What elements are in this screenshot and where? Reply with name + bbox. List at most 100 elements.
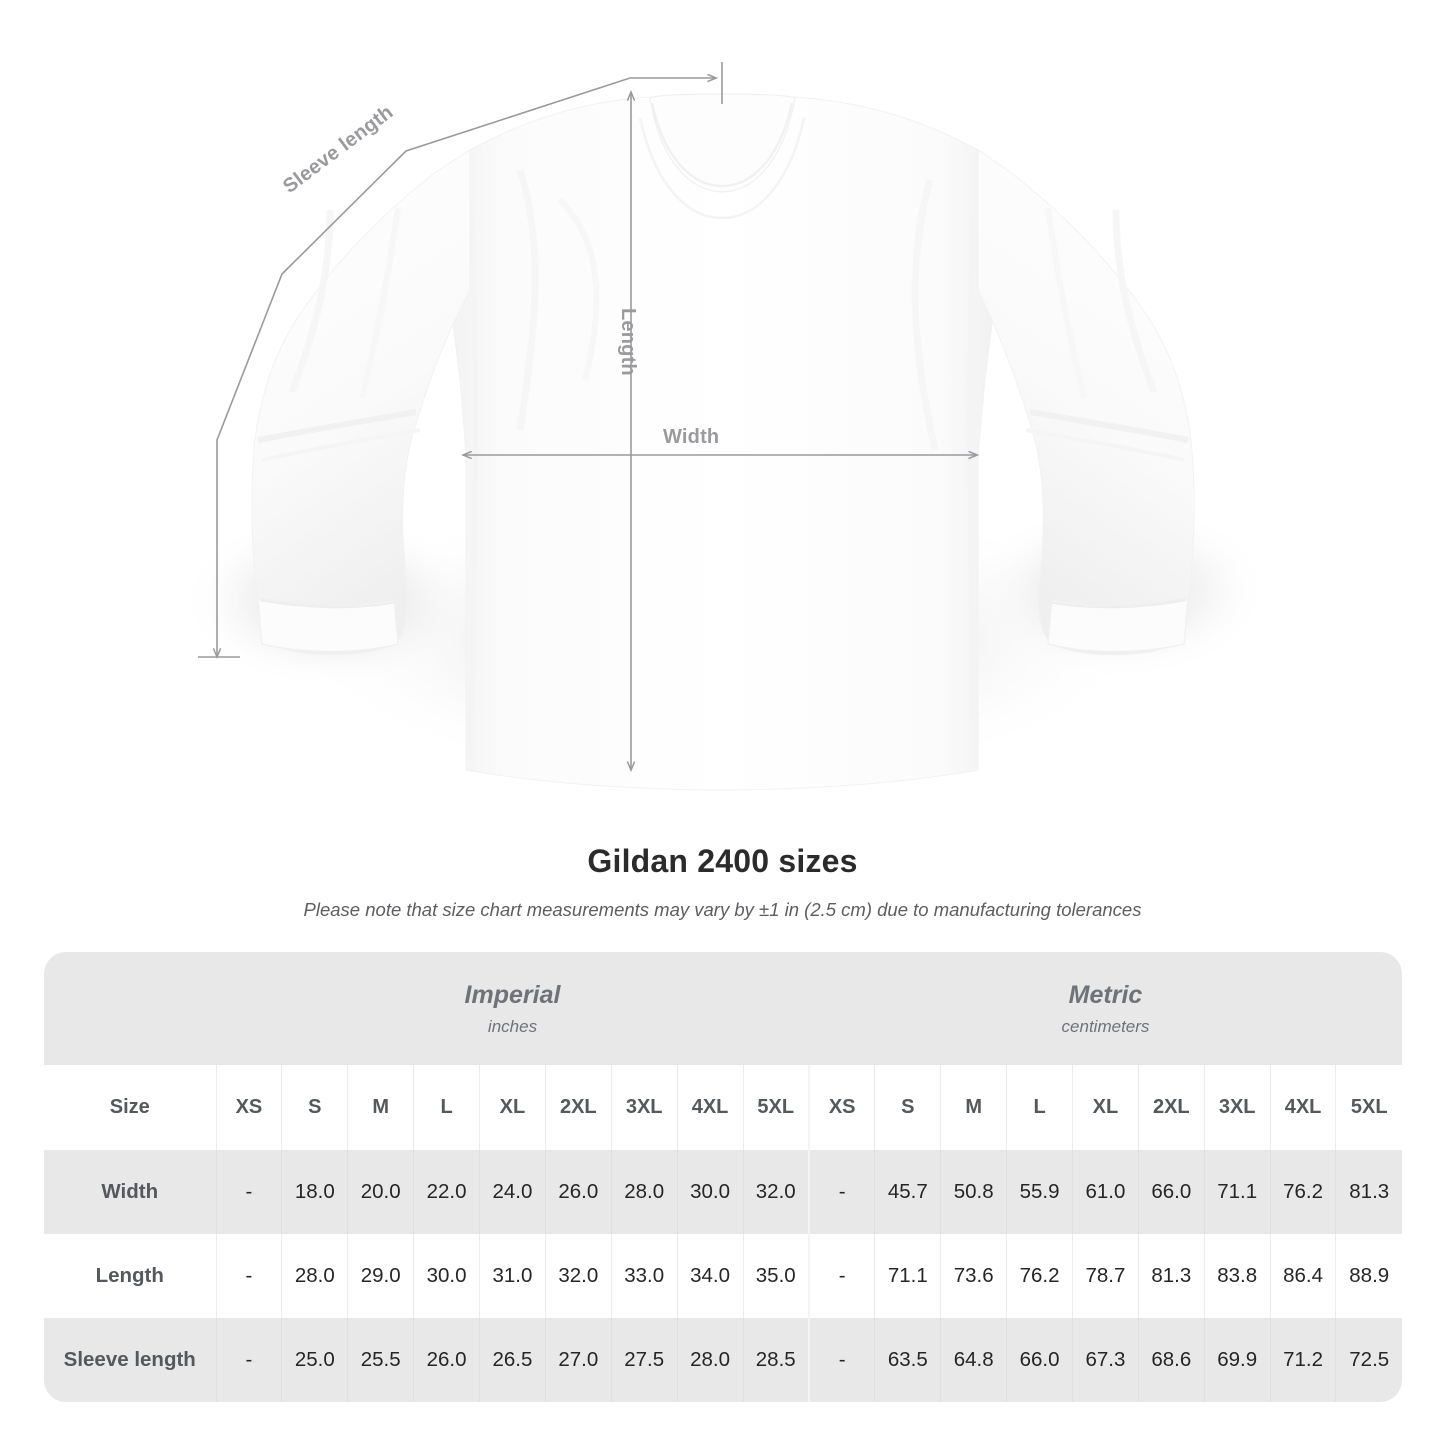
cell-sleeve-length-imperial-4xl: 28.0 — [677, 1318, 744, 1402]
cell-length-metric-m: 73.6 — [940, 1234, 1008, 1318]
size-chart-table-container: Imperial inches Metric centimeters Size XS S M L… — [44, 952, 1402, 1402]
cell-width-metric-l: 55.9 — [1006, 1150, 1073, 1234]
size-header-imperial-2xl: 2XL — [545, 1065, 612, 1150]
size-header-row: Size XS S M L XL 2XL 3XL 4XL 5XL XS S M L XL 2XL 3XL 4XL 5… — [44, 1065, 1402, 1150]
size-header-imperial-4xl: 4XL — [677, 1065, 744, 1150]
table-row: Length -28.0 29.0 30.0 31.0 32.0 33.0 34.0 35.0-… — [44, 1234, 1402, 1318]
length-measurement-label: Length — [617, 308, 639, 376]
page-title: Gildan 2400 sizes — [587, 843, 858, 879]
cell-length-imperial-4xl: 34.0 — [677, 1234, 744, 1318]
cell-sleeve-length-metric-s: 63.5 — [874, 1318, 942, 1402]
cell-sleeve-length-imperial-5xl: 28.5 — [743, 1318, 810, 1402]
size-header-metric-5xl: 5XL — [1335, 1065, 1402, 1150]
cell-width-metric-s: 45.7 — [874, 1150, 942, 1234]
cell-length-metric-3xl: 83.8 — [1204, 1234, 1271, 1318]
row-label-length: Length — [44, 1234, 217, 1318]
cell-length-metric-xl: 78.7 — [1072, 1234, 1139, 1318]
cell-length-metric-xs: - — [808, 1234, 876, 1318]
cell-length-metric-4xl: 86.4 — [1270, 1234, 1337, 1318]
sleeve-length-guide — [198, 62, 723, 657]
cell-length-imperial-5xl: 35.0 — [743, 1234, 810, 1318]
shirt-body — [435, 96, 1011, 791]
size-header-metric-2xl: 2XL — [1138, 1065, 1205, 1150]
size-header-metric-m: M — [940, 1065, 1008, 1150]
cell-sleeve-length-metric-xl: 67.3 — [1072, 1318, 1139, 1402]
size-column-header: Size — [44, 1065, 217, 1150]
cell-width-metric-3xl: 71.1 — [1204, 1150, 1271, 1234]
unit-system-name: Imperial — [464, 980, 561, 1009]
width-measurement-label: Width — [663, 426, 720, 448]
cell-sleeve-length-imperial-3xl: 27.5 — [611, 1318, 678, 1402]
unit-system-name: Metric — [1068, 980, 1143, 1009]
unit-system-imperial: Imperial inches — [216, 952, 809, 1065]
cell-width-metric-xl: 61.0 — [1072, 1150, 1139, 1234]
size-header-metric-s: S — [874, 1065, 942, 1150]
cell-width-imperial-2xl: 26.0 — [545, 1150, 612, 1234]
size-header-metric-3xl: 3XL — [1204, 1065, 1271, 1150]
cell-length-metric-5xl: 88.9 — [1335, 1234, 1402, 1318]
cell-width-imperial-l: 22.0 — [413, 1150, 480, 1234]
cell-sleeve-length-metric-2xl: 68.6 — [1138, 1318, 1205, 1402]
cell-length-imperial-3xl: 33.0 — [611, 1234, 678, 1318]
cell-width-metric-m: 50.8 — [940, 1150, 1008, 1234]
size-chart-table: Imperial inches Metric centimeters Size XS S M L… — [44, 952, 1402, 1402]
cell-sleeve-length-metric-xs: - — [808, 1318, 876, 1402]
cell-sleeve-length-imperial-s: 25.0 — [281, 1318, 349, 1402]
row-label-width: Width — [44, 1150, 217, 1234]
size-header-imperial-xl: XL — [479, 1065, 546, 1150]
cell-length-imperial-xs: - — [216, 1234, 283, 1318]
garment-svg — [180, 62, 1270, 791]
cell-sleeve-length-metric-l: 66.0 — [1006, 1318, 1073, 1402]
cell-sleeve-length-imperial-l: 26.0 — [413, 1318, 480, 1402]
cell-length-imperial-l: 30.0 — [413, 1234, 480, 1318]
size-header-imperial-s: S — [281, 1065, 349, 1150]
cell-length-metric-2xl: 81.3 — [1138, 1234, 1205, 1318]
unit-system-unit: centimeters — [1061, 1016, 1150, 1036]
cell-length-imperial-s: 28.0 — [281, 1234, 349, 1318]
cell-length-metric-l: 76.2 — [1006, 1234, 1073, 1318]
cell-sleeve-length-imperial-2xl: 27.0 — [545, 1318, 612, 1402]
cell-width-metric-4xl: 76.2 — [1270, 1150, 1337, 1234]
cell-width-metric-5xl: 81.3 — [1335, 1150, 1402, 1234]
cell-sleeve-length-metric-3xl: 69.9 — [1204, 1318, 1271, 1402]
unit-system-unit: inches — [487, 1016, 538, 1036]
unit-system-metric: Metric centimeters — [808, 952, 1402, 1065]
right-sleeve — [977, 149, 1195, 656]
cell-width-imperial-4xl: 30.0 — [677, 1150, 744, 1234]
tolerance-note: Please note that size chart measurements… — [303, 899, 1142, 920]
size-header-imperial-xs: XS — [216, 1065, 283, 1150]
cell-length-imperial-m: 29.0 — [347, 1234, 415, 1318]
cell-length-imperial-xl: 31.0 — [479, 1234, 546, 1318]
cell-sleeve-length-imperial-xl: 26.5 — [479, 1318, 546, 1402]
cell-width-imperial-m: 20.0 — [347, 1150, 415, 1234]
measurement-guides — [198, 62, 977, 770]
cell-width-imperial-xl: 24.0 — [479, 1150, 546, 1234]
cell-sleeve-length-imperial-xs: - — [216, 1318, 283, 1402]
table-row: Sleeve length -25.0 25.5 26.0 26.5 27.0 27.5 28… — [44, 1318, 1402, 1402]
size-header-imperial-m: M — [347, 1065, 415, 1150]
size-header-imperial-l: L — [413, 1065, 480, 1150]
cell-width-imperial-5xl: 32.0 — [743, 1150, 810, 1234]
unit-system-header-row: Imperial inches Metric centimeters — [44, 952, 1402, 1065]
garment-illustration: Sleeve length Length Width — [180, 62, 1270, 791]
table-row: Width -18.0 20.0 22.0 24.0 26.0 28.0 30.0 32.0-4… — [44, 1150, 1402, 1234]
title-block: Gildan 2400 sizes Please note that size … — [0, 843, 1445, 921]
size-header-imperial-3xl: 3XL — [611, 1065, 678, 1150]
cell-sleeve-length-metric-4xl: 71.2 — [1270, 1318, 1337, 1402]
cell-sleeve-length-imperial-m: 25.5 — [347, 1318, 415, 1402]
cell-sleeve-length-metric-5xl: 72.5 — [1335, 1318, 1402, 1402]
cell-length-imperial-2xl: 32.0 — [545, 1234, 612, 1318]
cell-width-imperial-s: 18.0 — [281, 1150, 349, 1234]
size-header-metric-xl: XL — [1072, 1065, 1139, 1150]
cell-width-imperial-xs: - — [216, 1150, 283, 1234]
cell-width-metric-2xl: 66.0 — [1138, 1150, 1205, 1234]
cell-sleeve-length-metric-m: 64.8 — [940, 1318, 1008, 1402]
size-header-imperial-5xl: 5XL — [743, 1065, 810, 1150]
cell-width-imperial-3xl: 28.0 — [611, 1150, 678, 1234]
cell-width-metric-xs: - — [808, 1150, 876, 1234]
size-header-metric-l: L — [1006, 1065, 1073, 1150]
size-header-metric-4xl: 4XL — [1270, 1065, 1337, 1150]
row-label-sleeve-length: Sleeve length — [44, 1318, 217, 1402]
unit-header-spacer — [44, 952, 216, 1065]
cell-length-metric-s: 71.1 — [874, 1234, 942, 1318]
